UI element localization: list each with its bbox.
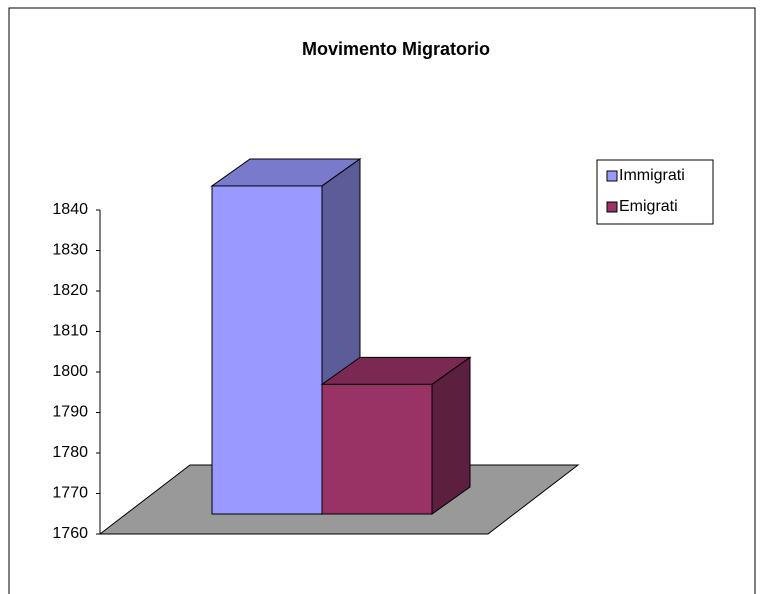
chart-title: Movimento Migratorio [302, 39, 490, 59]
bar-side [431, 356, 471, 515]
y-tick-label: 1770 [52, 485, 88, 502]
legend-swatch [606, 201, 618, 213]
legend-swatch [606, 170, 618, 182]
legend-label: Emigrati [619, 198, 678, 215]
bar [321, 383, 433, 515]
y-tick-label: 1760 [52, 525, 88, 542]
y-tick-label: 1830 [52, 242, 88, 259]
y-tick-label: 1780 [52, 444, 88, 461]
y-tick-label: 1820 [52, 282, 88, 299]
y-tick-label: 1800 [52, 363, 88, 380]
y-tick-label: 1810 [52, 323, 88, 340]
legend-label: Immigrati [619, 167, 685, 184]
bar [211, 185, 323, 515]
y-tick-label: 1840 [52, 201, 88, 218]
y-tick-label: 1790 [52, 404, 88, 421]
